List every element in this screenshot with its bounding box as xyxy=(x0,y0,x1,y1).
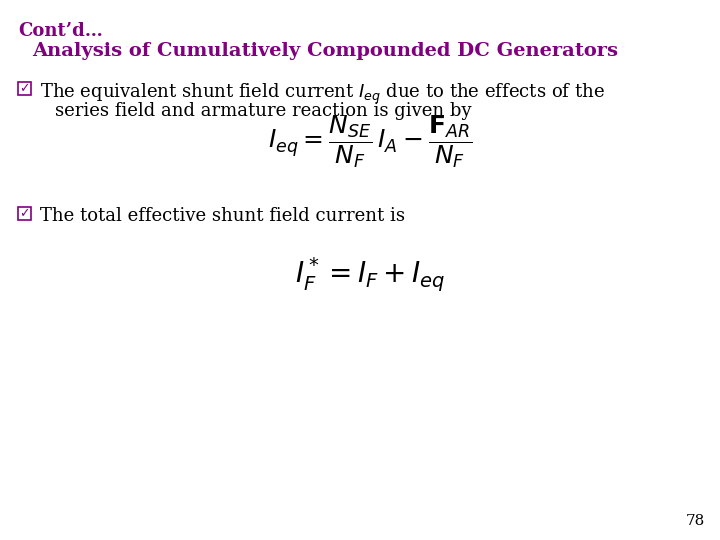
Text: $I_F^* = I_F + I_{eq}$: $I_F^* = I_F + I_{eq}$ xyxy=(294,256,445,294)
Text: Analysis of Cumulatively Compounded DC Generators: Analysis of Cumulatively Compounded DC G… xyxy=(32,42,618,60)
Text: ✓: ✓ xyxy=(19,83,30,96)
Text: Cont’d…: Cont’d… xyxy=(18,22,103,40)
FancyBboxPatch shape xyxy=(18,206,31,219)
Text: $I_{eq} = \dfrac{N_{SE}}{N_F}\,I_A - \dfrac{\mathbf{F}_{AR}}{N_F}$: $I_{eq} = \dfrac{N_{SE}}{N_F}\,I_A - \df… xyxy=(268,114,472,170)
FancyBboxPatch shape xyxy=(18,82,31,94)
Text: The total effective shunt field current is: The total effective shunt field current … xyxy=(40,207,405,225)
Text: 78: 78 xyxy=(685,514,705,528)
Text: ✓: ✓ xyxy=(19,207,30,220)
Text: The equivalent shunt field current $I_{eq}$ due to the effects of the: The equivalent shunt field current $I_{e… xyxy=(40,82,605,106)
Text: series field and armature reaction is given by: series field and armature reaction is gi… xyxy=(55,102,472,120)
